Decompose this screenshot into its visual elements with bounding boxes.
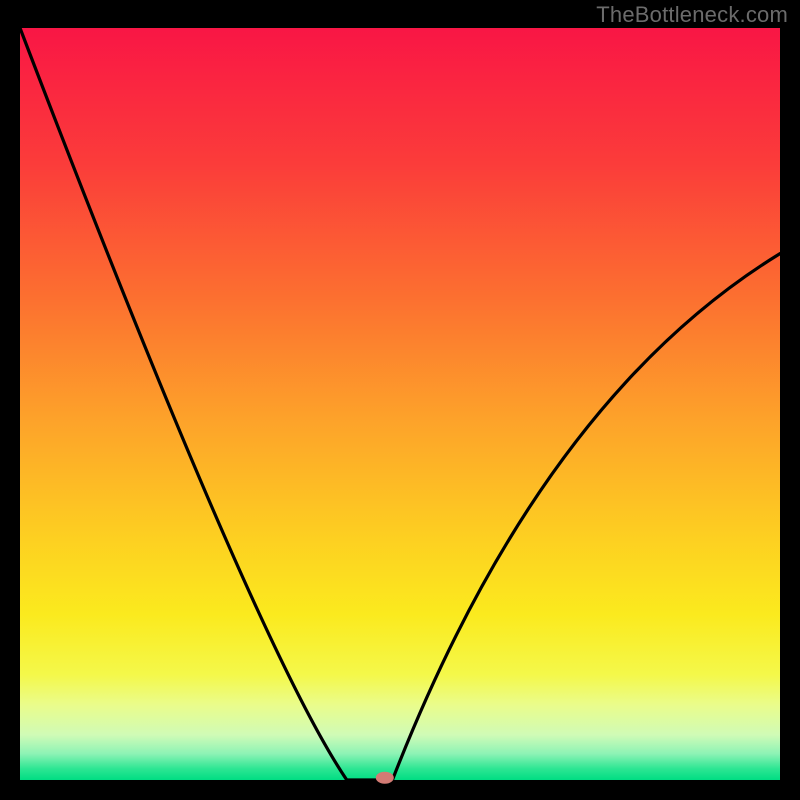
bottleneck-chart [0,0,800,800]
watermark-text: TheBottleneck.com [596,2,788,28]
plot-gradient-background [20,28,780,780]
optimal-point-marker [376,772,394,784]
chart-container: TheBottleneck.com [0,0,800,800]
